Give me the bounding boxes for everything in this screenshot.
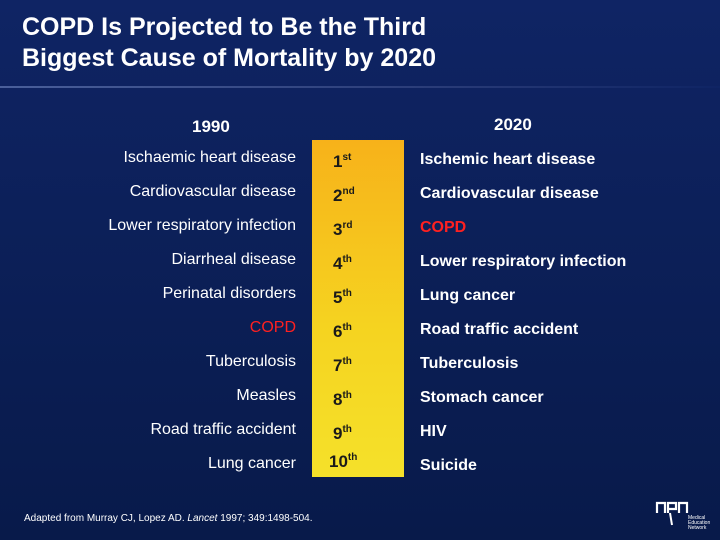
cause-2020: Lung cancer bbox=[420, 287, 516, 304]
cause-1990: Cardiovascular disease bbox=[129, 183, 296, 200]
cause-1990: Lung cancer bbox=[207, 455, 296, 472]
logo-line-2: Education bbox=[688, 520, 710, 526]
title-divider bbox=[0, 86, 720, 88]
cause-2020: Tuberculosis bbox=[420, 355, 519, 372]
rank-label: 6th bbox=[333, 322, 352, 341]
cause-1990: Road traffic accident bbox=[150, 421, 296, 438]
rank-label: 7th bbox=[333, 356, 352, 375]
slide-title: COPD Is Projected to Be the Third Bigges… bbox=[22, 12, 702, 74]
cause-2020: Stomach cancer bbox=[420, 389, 544, 406]
cause-2020: Lower respiratory infection bbox=[420, 253, 627, 270]
cause-1990: Diarrheal disease bbox=[171, 251, 296, 268]
cause-1990: Measles bbox=[236, 387, 296, 404]
rank-label: 8th bbox=[333, 390, 352, 409]
network-logo: Medical Education Network bbox=[654, 495, 714, 531]
rank-label: 2nd bbox=[333, 186, 355, 205]
column-header-2020: 2020 bbox=[494, 115, 532, 134]
rank-label: 5th bbox=[333, 288, 352, 307]
ranking-row: Perinatal disorders 5th Lung cancer bbox=[0, 277, 720, 311]
rank-label: 4th bbox=[333, 254, 352, 273]
ranking-row: Cardiovascular disease 2nd Cardiovascula… bbox=[0, 175, 720, 209]
ranking-row: COPD 6th Road traffic accident bbox=[0, 311, 720, 345]
cause-1990: Lower respiratory infection bbox=[108, 217, 296, 234]
cause-1990: Perinatal disorders bbox=[162, 285, 296, 302]
ranking-row: Lung cancer 10th Suicide bbox=[0, 447, 720, 481]
cause-2020-copd-highlight: COPD bbox=[420, 219, 467, 236]
rank-label: 9th bbox=[333, 424, 352, 443]
cause-1990-copd-highlight: COPD bbox=[249, 319, 296, 336]
cause-2020: Suicide bbox=[420, 457, 477, 474]
rank-label: 3rd bbox=[333, 220, 353, 239]
cause-2020: Cardiovascular disease bbox=[420, 185, 599, 202]
rank-label: 10th bbox=[329, 452, 358, 471]
logo-line-3: Network bbox=[688, 525, 707, 531]
title-line-1: COPD Is Projected to Be the Third bbox=[22, 13, 427, 41]
source-citation: Adapted from Murray CJ, Lopez AD. Lancet… bbox=[24, 513, 313, 524]
cause-1990: Tuberculosis bbox=[205, 353, 296, 370]
cause-2020: Ischemic heart disease bbox=[420, 151, 596, 168]
cause-2020: HIV bbox=[420, 423, 447, 440]
ranking-row: Ischaemic heart disease 1st Ischemic hea… bbox=[0, 141, 720, 175]
ranking-row: Tuberculosis 7th Tuberculosis bbox=[0, 345, 720, 379]
ranking-row: Diarrheal disease 4th Lower respiratory … bbox=[0, 243, 720, 277]
ranking-row: Road traffic accident 9th HIV bbox=[0, 413, 720, 447]
ranking-row: Measles 8th Stomach cancer bbox=[0, 379, 720, 413]
cause-1990: Ischaemic heart disease bbox=[123, 149, 296, 166]
logo-line-1: Medical bbox=[688, 515, 705, 521]
rank-column-band bbox=[312, 140, 404, 477]
column-header-1990: 1990 bbox=[192, 117, 230, 136]
ranking-row: Lower respiratory infection 3rd COPD bbox=[0, 209, 720, 243]
cause-2020: Road traffic accident bbox=[420, 321, 579, 338]
title-line-2: Biggest Cause of Mortality by 2020 bbox=[22, 44, 437, 72]
rank-label: 1st bbox=[333, 152, 352, 171]
